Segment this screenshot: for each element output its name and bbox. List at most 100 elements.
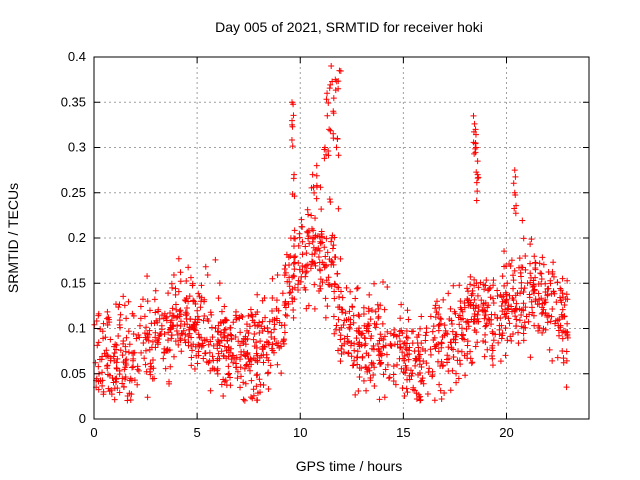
data-point (316, 288, 323, 295)
data-point (347, 288, 354, 295)
data-point (218, 329, 225, 336)
data-point (335, 284, 342, 291)
data-point (348, 353, 355, 360)
data-point (326, 281, 333, 288)
y-tick-label: 0 (79, 411, 86, 426)
data-point (173, 306, 180, 313)
data-point (442, 327, 449, 334)
data-point (401, 357, 408, 364)
data-point (284, 312, 291, 319)
data-point (377, 302, 384, 309)
data-point (146, 346, 153, 353)
data-point (563, 348, 570, 355)
data-point (456, 282, 463, 289)
data-point (264, 328, 271, 335)
data-point (376, 361, 383, 368)
data-point (418, 377, 425, 384)
data-point (515, 329, 522, 336)
data-point (110, 353, 117, 360)
data-point (259, 318, 266, 325)
data-point (280, 337, 287, 344)
data-point (202, 263, 209, 270)
data-point (392, 381, 399, 388)
data-point (384, 361, 391, 368)
data-point (374, 341, 381, 348)
data-point (481, 353, 488, 360)
data-point (328, 238, 335, 245)
data-point (381, 306, 388, 313)
data-point (390, 363, 397, 370)
data-point (381, 394, 388, 401)
data-point (95, 363, 102, 370)
data-point (559, 306, 566, 313)
data-point (257, 389, 264, 396)
data-point (220, 352, 227, 359)
data-point (504, 305, 511, 312)
data-point (468, 360, 475, 367)
data-point (396, 332, 403, 339)
data-point (138, 349, 145, 356)
data-point (471, 282, 478, 289)
data-point (479, 306, 486, 313)
data-point (166, 380, 173, 387)
data-point (322, 314, 329, 321)
data-point (112, 375, 119, 382)
data-point (237, 364, 244, 371)
data-point (512, 323, 519, 330)
data-point (359, 330, 366, 337)
data-point (241, 397, 248, 404)
data-point (482, 282, 489, 289)
data-point (311, 250, 318, 257)
data-point (291, 266, 298, 273)
data-point (501, 282, 508, 289)
data-point (290, 101, 297, 108)
data-point (371, 280, 378, 287)
data-point (259, 327, 266, 334)
data-point (111, 385, 118, 392)
data-point (194, 307, 201, 314)
data-point (531, 253, 538, 260)
data-point (478, 297, 485, 304)
data-point (410, 384, 417, 391)
data-point (258, 323, 265, 330)
data-point (474, 292, 481, 299)
data-point (329, 259, 336, 266)
data-point (508, 257, 515, 264)
data-point (545, 312, 552, 319)
data-point (315, 254, 322, 261)
data-point (539, 329, 546, 336)
data-point (120, 293, 127, 300)
data-point (256, 319, 263, 326)
data-point (438, 358, 445, 365)
data-point (182, 331, 189, 338)
data-point (475, 174, 482, 181)
data-point (536, 260, 543, 267)
data-point (221, 343, 228, 350)
data-point (511, 189, 518, 196)
data-point (429, 328, 436, 335)
data-point (127, 375, 134, 382)
data-point (474, 188, 481, 195)
data-point (555, 327, 562, 334)
data-point (391, 326, 398, 333)
data-point (250, 336, 257, 343)
data-point (506, 320, 513, 327)
data-point (474, 158, 481, 165)
data-point (515, 340, 522, 347)
data-point (200, 342, 207, 349)
data-point (486, 286, 493, 293)
data-point (376, 396, 383, 403)
axis-ticks: 0 0.05 0.1 0.15 0.2 0.25 0.3 0.35 0.4 0 5 10 15 20 (61, 49, 589, 440)
data-point (403, 346, 410, 353)
data-point (359, 354, 366, 361)
data-point (504, 337, 511, 344)
data-point (444, 331, 451, 338)
data-point (399, 349, 406, 356)
data-point (406, 351, 413, 358)
data-point (532, 274, 539, 281)
data-point (218, 348, 225, 355)
data-point (459, 325, 466, 332)
data-point (281, 329, 288, 336)
data-point (123, 315, 130, 322)
data-point (313, 162, 320, 169)
